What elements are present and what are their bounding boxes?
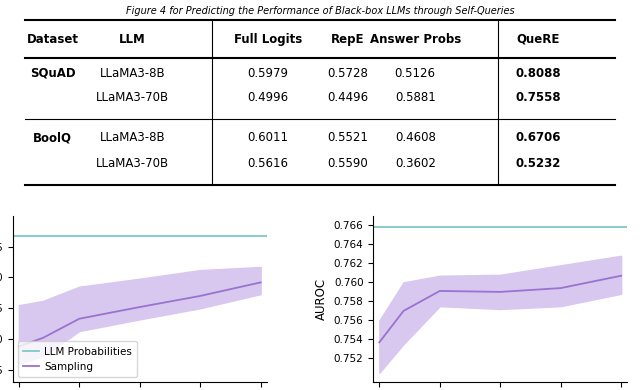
Text: 0.4608: 0.4608 (395, 131, 436, 144)
Text: LLaMA3-70B: LLaMA3-70B (96, 157, 169, 170)
Text: 0.5521: 0.5521 (327, 131, 368, 144)
Text: LLaMA3-70B: LLaMA3-70B (96, 91, 169, 104)
Text: 0.5126: 0.5126 (395, 67, 436, 80)
Text: Figure 4 for Predicting the Performance of Black-box LLMs through Self-Queries: Figure 4 for Predicting the Performance … (125, 6, 515, 16)
Text: 0.5881: 0.5881 (395, 91, 436, 104)
Text: 0.5616: 0.5616 (247, 157, 288, 170)
Text: LLaMA3-8B: LLaMA3-8B (100, 67, 165, 80)
Text: LLaMA3-8B: LLaMA3-8B (100, 131, 165, 144)
Text: BoolQ: BoolQ (33, 131, 72, 144)
Text: 0.5590: 0.5590 (327, 157, 368, 170)
Text: SQuAD: SQuAD (30, 67, 76, 80)
Text: 0.5979: 0.5979 (247, 67, 288, 80)
Text: Answer Probs: Answer Probs (370, 33, 461, 46)
Text: 0.7558: 0.7558 (515, 91, 561, 104)
Legend: LLM Probabilities, Sampling: LLM Probabilities, Sampling (18, 341, 137, 377)
Text: Full Logits: Full Logits (234, 33, 302, 46)
Text: Dataset: Dataset (27, 33, 79, 46)
Text: 0.4996: 0.4996 (247, 91, 289, 104)
Text: 0.6706: 0.6706 (515, 131, 561, 144)
Text: 0.6011: 0.6011 (247, 131, 288, 144)
Text: 0.3602: 0.3602 (395, 157, 436, 170)
Text: 0.5728: 0.5728 (327, 67, 368, 80)
Y-axis label: AUROC: AUROC (316, 278, 328, 320)
Text: 0.4496: 0.4496 (327, 91, 368, 104)
Text: RepE: RepE (331, 33, 364, 46)
Text: 0.5232: 0.5232 (515, 157, 561, 170)
Text: 0.8088: 0.8088 (515, 67, 561, 80)
Text: QueRE: QueRE (516, 33, 560, 46)
Text: LLM: LLM (119, 33, 146, 46)
